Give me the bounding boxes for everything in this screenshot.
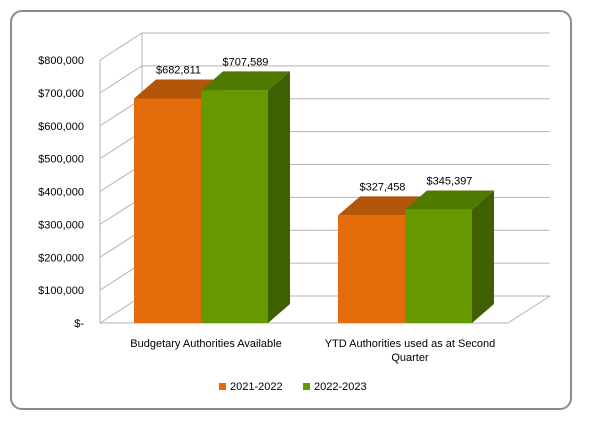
category-label: YTD Authorities used as at Second xyxy=(325,338,496,350)
category-label: Budgetary Authorities Available xyxy=(130,338,281,350)
y-tick-label: $800,000 xyxy=(38,55,84,67)
bar-top xyxy=(201,71,290,91)
bar-side xyxy=(472,190,494,323)
bar xyxy=(338,215,405,323)
y-tick-label: $400,000 xyxy=(38,187,84,199)
y-tick-label: $- xyxy=(74,318,84,330)
legend-label: 2021-2022 xyxy=(230,381,283,393)
data-label: $682,811 xyxy=(156,65,201,77)
gridline-diagonal xyxy=(99,65,143,94)
gridline-diagonal xyxy=(99,32,143,61)
y-tick-label: $100,000 xyxy=(38,285,84,297)
legend-swatch xyxy=(303,383,310,390)
floor-right-edge xyxy=(507,295,551,324)
y-tick-label: $200,000 xyxy=(38,252,84,264)
bar xyxy=(405,209,472,323)
y-tick-label: $700,000 xyxy=(38,88,84,100)
legend-swatch xyxy=(219,383,226,390)
bar-top xyxy=(338,196,427,216)
y-tick-label: $300,000 xyxy=(38,219,84,231)
bar-top xyxy=(134,79,223,99)
bar-top xyxy=(405,190,494,210)
data-label: $345,397 xyxy=(427,175,473,187)
y-tick-label: $600,000 xyxy=(38,121,84,133)
data-label: $707,589 xyxy=(223,56,269,68)
bar xyxy=(134,98,201,324)
bar xyxy=(201,90,268,323)
data-label: $327,458 xyxy=(360,181,406,193)
legend-label: 2022-2023 xyxy=(314,381,367,393)
category-label: Quarter xyxy=(391,352,429,364)
y-tick-label: $500,000 xyxy=(38,154,84,166)
bar-side xyxy=(268,71,290,323)
